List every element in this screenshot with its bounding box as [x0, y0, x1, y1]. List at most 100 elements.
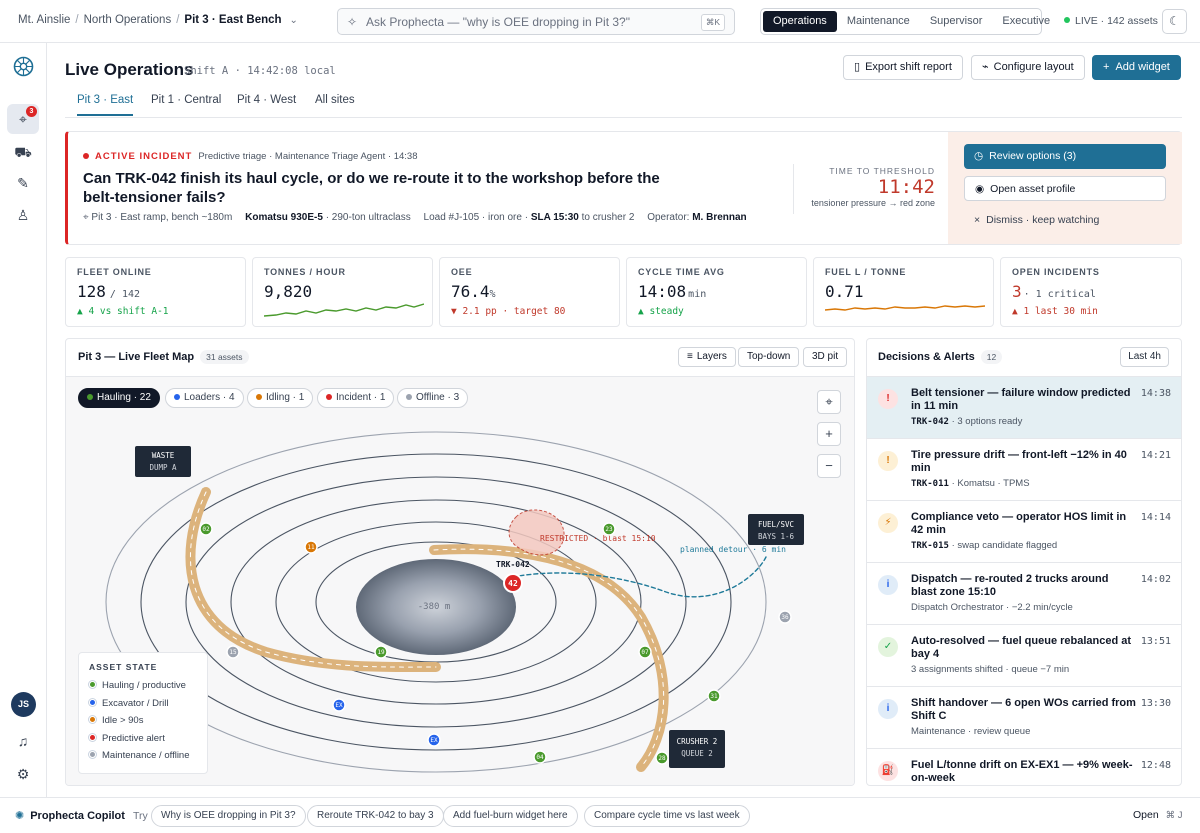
pit-map: -380 m RESTRICTED · blast 15:10 planned … [105, 431, 804, 773]
moon-icon[interactable]: ☾ [1162, 9, 1187, 34]
alert-item[interactable]: ! Tire pressure drift — front-left −12% … [867, 438, 1181, 500]
role-operations[interactable]: Operations [763, 11, 837, 32]
marker-15[interactable] [226, 645, 240, 659]
marker-excavator-1[interactable] [332, 698, 346, 712]
role-executive[interactable]: Executive [1002, 15, 1051, 27]
alert-item[interactable]: ⛽ Fuel L/tonne drift on EX-EX1 — +9% wee… [867, 748, 1181, 785]
kpi-fuel-tonne[interactable]: FUEL L / TONNE 0.71 [813, 257, 994, 327]
suggestion-chip[interactable]: Why is OEE dropping in Pit 3? [151, 805, 306, 827]
marker-31[interactable] [707, 689, 721, 703]
role-maintenance[interactable]: Maintenance [846, 15, 910, 27]
dismiss-button[interactable]: × Dismiss · keep watching [964, 208, 1166, 233]
filter-loaders[interactable]: Loaders · 4 [165, 388, 244, 408]
breadcrumb-current[interactable]: Pit 3 · East Bench [184, 14, 282, 26]
alert-sub: Dispatch Orchestrator · −2.2 min/cycle [911, 602, 1073, 613]
review-options-button[interactable]: ◷ Review options (3) [964, 144, 1166, 169]
kpi-oee[interactable]: OEE 76.4% ▼ 2.1 pp · target 80 [439, 257, 620, 327]
kpi-tonnes-hour[interactable]: TONNES / HOUR 9,820 [252, 257, 433, 327]
filter-offline[interactable]: Offline · 3 [397, 388, 469, 408]
breadcrumb-region[interactable]: North Operations [83, 14, 172, 26]
add-widget-button[interactable]: + Add widget [1092, 55, 1181, 80]
marker-19[interactable] [374, 645, 388, 659]
alert-item[interactable]: i Shift handover — 6 open WOs carried fr… [867, 686, 1181, 748]
alert-dot-icon [83, 153, 89, 159]
marker-excavator-2[interactable] [427, 733, 441, 747]
marker-23[interactable] [602, 522, 616, 536]
filter-label: Offline · 3 [416, 392, 460, 403]
kpi-value: 3 · 1 critical [1012, 282, 1096, 301]
tab-pit1-central[interactable]: Pit 1 · Central [151, 94, 222, 106]
alert-time: 14:38 [1140, 388, 1171, 399]
eye-icon: ◉ [975, 183, 985, 195]
alert-item[interactable]: ⚡ Compliance veto — operator HOS limit i… [867, 500, 1181, 562]
marker-04[interactable] [533, 750, 547, 764]
filter-hauling[interactable]: Hauling · 22 [78, 388, 160, 408]
filter-label: Loaders · 4 [184, 392, 235, 403]
incident-tag: ACTIVE INCIDENT [95, 151, 193, 162]
configure-layout-button[interactable]: ⌁ Configure layout [971, 55, 1085, 80]
marker-02[interactable] [199, 522, 213, 536]
kpi-value: 0.71 [825, 282, 864, 301]
sidebar-item-people[interactable]: ♙ [7, 200, 39, 230]
suggestion-chip[interactable]: Reroute TRK-042 to bay 3 [307, 805, 444, 827]
marker-28[interactable] [655, 751, 669, 765]
map-title-text: Pit 3 — Live Fleet Map [78, 351, 195, 363]
export-shift-report-button[interactable]: ▯ Export shift report [843, 55, 963, 80]
crusher-label: CRUSHER 2 [677, 737, 718, 746]
time-range-select[interactable]: Last 4h [1120, 347, 1169, 367]
marker-36[interactable] [778, 610, 792, 624]
gear-icon[interactable]: ⚙ [16, 766, 30, 782]
layers-button[interactable]: ≡ Layers [678, 347, 736, 367]
tab-pit3-east[interactable]: Pit 3 · East [77, 94, 134, 116]
role-supervisor[interactable]: Supervisor [929, 15, 983, 27]
marker-42-alert[interactable] [503, 573, 523, 593]
truck-icon: ⛟ [14, 144, 32, 160]
breadcrumb-site[interactable]: Mt. Ainslie [18, 14, 71, 26]
bell-icon[interactable]: ♫ [17, 733, 29, 749]
filter-incident[interactable]: Incident · 1 [317, 388, 395, 408]
marker-07[interactable] [638, 645, 652, 659]
open-copilot-button[interactable]: Open ⌘ J [1133, 809, 1183, 821]
copilot-name-text: Prophecta Copilot [30, 810, 125, 822]
zoom-in-button[interactable]: + [817, 422, 841, 446]
3d-pit-button[interactable]: 3D pit [803, 347, 848, 367]
marker-11[interactable] [304, 540, 318, 554]
time-to-threshold: TIME TO THRESHOLD 11:42 tensioner pressu… [804, 166, 935, 208]
kpi-cycle-time[interactable]: CYCLE TIME AVG 14:08 min ▲ steady [626, 257, 807, 327]
suggestion-chip[interactable]: Compare cycle time vs last week [584, 805, 750, 827]
breadcrumb: Mt. Ainslie / North Operations / Pit 3 · Eas… [18, 14, 298, 26]
live-dot-icon [1064, 17, 1070, 23]
search-input[interactable]: ✧ Ask Prophecta — "why is OEE dropping i… [337, 8, 735, 35]
sidebar-item-maintenance[interactable]: ✎ [7, 168, 39, 198]
suggestion-chip[interactable]: Add fuel-burn widget here [443, 805, 578, 827]
avatar[interactable]: JS [11, 692, 36, 717]
kpi-open-incidents[interactable]: OPEN INCIDENTS 3 · 1 critical ▲ 1 last 30… [1000, 257, 1182, 327]
ttt-value: 11:42 [877, 176, 935, 198]
top-down-button[interactable]: Top-down [738, 347, 800, 367]
alert-item[interactable]: ! Belt tensioner — failure window predic… [867, 376, 1181, 438]
detour-label: planned detour · 6 min [680, 545, 786, 554]
open-shortcut: ⌘ J [1165, 810, 1183, 821]
filter-idling[interactable]: Idling · 1 [247, 388, 314, 408]
kpi-unit: min [688, 289, 707, 300]
alert-item[interactable]: ✓ Auto-resolved — fuel queue rebalanced … [867, 624, 1181, 686]
alert-title: Shift handover — 6 open WOs carried from… [911, 697, 1136, 722]
sidebar-item-fleet[interactable]: ⛟ [7, 137, 39, 167]
marker-02-label: 02 [202, 526, 210, 533]
try-label: Try [133, 810, 148, 822]
open-asset-profile-button[interactable]: ◉ Open asset profile [964, 176, 1166, 201]
tab-all-sites[interactable]: All sites [315, 94, 355, 106]
locate-icon[interactable]: ⌖ [817, 390, 841, 414]
kpi-fleet-online[interactable]: FLEET ONLINE 128/ 142 ▲ 4 vs shift A-1 [65, 257, 246, 327]
alert-item[interactable]: i Dispatch — re-routed 2 trucks around b… [867, 562, 1181, 624]
zoom-out-button[interactable]: − [817, 454, 841, 478]
sidebar-item-operations[interactable]: ⌖ 3 [7, 104, 39, 134]
chevron-down-icon[interactable]: ⌄ [289, 15, 298, 26]
profile-label: Open asset profile [990, 183, 1076, 195]
tab-pit4-west[interactable]: Pit 4 · West [237, 94, 297, 106]
active-incident-card: ACTIVE INCIDENT Predictive triage · Maint… [65, 131, 1182, 245]
kpi-unit: % [489, 289, 496, 300]
map-canvas[interactable]: -380 m RESTRICTED · blast 15:10 planned … [66, 376, 854, 785]
role-switcher: Operations Maintenance Supervisor Execut… [760, 8, 1050, 35]
fuel-svc-label: FUEL/SVC [758, 520, 794, 529]
